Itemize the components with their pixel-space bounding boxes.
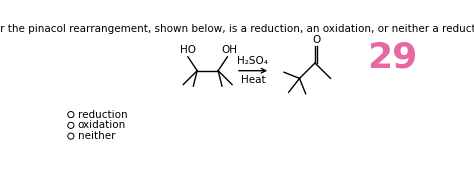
Text: HO: HO [180, 45, 196, 55]
Text: Determine whether the pinacol rearrangement, shown below, is a reduction, an oxi: Determine whether the pinacol rearrangem… [0, 24, 474, 35]
Text: oxidation: oxidation [78, 120, 126, 130]
Text: OH: OH [221, 45, 237, 55]
Text: reduction: reduction [78, 110, 128, 120]
Text: O: O [312, 35, 320, 45]
Text: H₂SO₄: H₂SO₄ [237, 56, 268, 66]
Text: Heat: Heat [241, 74, 265, 85]
Text: neither: neither [78, 131, 115, 141]
Text: 29: 29 [367, 41, 417, 75]
